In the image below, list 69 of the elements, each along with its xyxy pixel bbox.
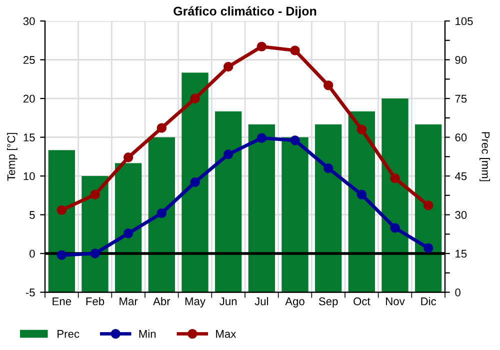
point	[56, 205, 67, 215]
point	[156, 123, 167, 133]
y2-tick-label: 15	[456, 250, 467, 258]
point	[356, 124, 367, 134]
point	[423, 243, 434, 253]
bar	[315, 124, 342, 292]
point	[423, 200, 434, 210]
chart-title: Gráfico climático - Dijon	[174, 6, 316, 18]
point	[190, 94, 200, 104]
bar	[215, 111, 242, 292]
point	[256, 133, 267, 143]
x-tick-label: Jul	[254, 297, 268, 306]
x-tick-label: Sep	[318, 297, 338, 308]
legend-label: Max	[216, 330, 236, 338]
point	[356, 190, 367, 200]
y2-tick-label: 0	[455, 288, 460, 296]
x-tick-label: Abr	[153, 297, 170, 306]
x-tick-label: Jun	[220, 298, 237, 306]
legend-label: Min	[139, 330, 156, 338]
y-tick-label: 25	[23, 56, 35, 64]
y-tick-label: 20	[23, 94, 35, 103]
legend-label: Prec	[58, 330, 80, 338]
point	[190, 177, 200, 188]
bar	[248, 124, 275, 292]
y-tick-label: 10	[24, 172, 35, 180]
y2-tick-label: 75	[455, 94, 467, 103]
x-tick-label: Dic	[421, 297, 436, 306]
x-tick-label: Feb	[86, 297, 104, 306]
y2-axis-title: Prec [mm]	[480, 132, 490, 182]
y2-tick-label: 90	[455, 56, 467, 64]
point	[256, 42, 267, 52]
point	[223, 149, 234, 160]
bar	[348, 111, 375, 292]
point	[56, 250, 67, 260]
point	[90, 248, 100, 258]
point	[323, 80, 334, 90]
y-tick-label: 5	[30, 211, 35, 219]
y-tick-label: -5	[26, 288, 35, 296]
y2-tick-label: 60	[455, 134, 467, 142]
bar	[382, 98, 408, 292]
point	[156, 208, 167, 218]
x-tick-label: Ene	[52, 298, 72, 306]
point	[323, 163, 334, 174]
y2-tick-label: 105	[456, 17, 473, 26]
x-tick-label: May	[185, 298, 206, 308]
x-tick-label: Oct	[354, 297, 370, 306]
point	[290, 46, 300, 56]
bar	[415, 124, 442, 292]
y-tick-label: 15	[24, 134, 35, 142]
y2-tick-label: 30	[455, 211, 467, 219]
bar	[182, 72, 208, 292]
y-tick-label: 0	[30, 250, 35, 258]
point	[90, 190, 100, 200]
point	[123, 152, 134, 162]
x-tick-label: Ago	[285, 298, 304, 308]
bar	[282, 137, 308, 292]
point	[290, 135, 300, 146]
x-tick-label: Mar	[120, 298, 138, 306]
bar	[115, 163, 142, 292]
bar	[148, 137, 175, 292]
bar	[48, 150, 75, 292]
x-tick-label: Nov	[386, 298, 405, 306]
point	[123, 228, 134, 238]
point	[390, 173, 400, 184]
y-tick-label: 30	[23, 17, 35, 26]
y-axis-title: Temp [°C]	[7, 132, 18, 181]
y2-tick-label: 45	[454, 172, 467, 180]
point	[390, 223, 400, 233]
point	[223, 62, 234, 72]
